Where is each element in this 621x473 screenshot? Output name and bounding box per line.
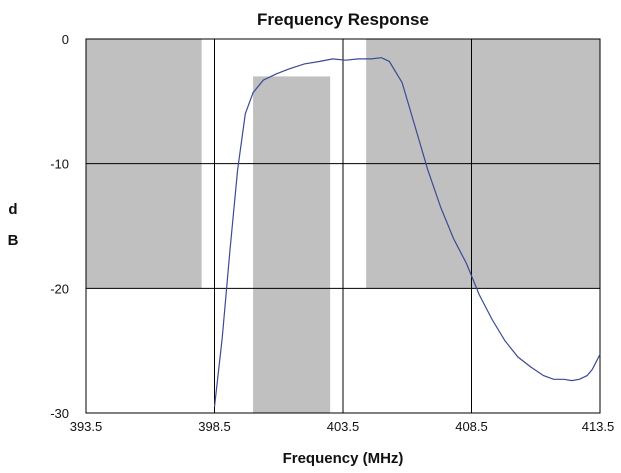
x-axis-title: Frequency (MHz) <box>283 450 404 467</box>
x-tick-label: 408.5 <box>455 419 488 434</box>
x-tick-labels: 393.5 398.5 403.5 408.5 413.5 <box>70 419 615 434</box>
y-tick-label: -10 <box>50 157 69 172</box>
plot-frame <box>85 38 601 414</box>
y-tick-label: -30 <box>50 406 69 421</box>
y-tick-labels: 0 -10 -20 -30 <box>50 32 69 421</box>
x-tick-label: 393.5 <box>70 419 103 434</box>
y-tick-label: -20 <box>50 281 69 296</box>
mask-region-2 <box>253 76 331 414</box>
y-axis-title-line-1: d <box>8 201 17 218</box>
series-line-frequency-response <box>213 57 601 407</box>
x-tick-label: 403.5 <box>327 419 360 434</box>
y-tick-label: 0 <box>62 32 69 47</box>
chart-title: Frequency Response <box>257 10 429 29</box>
x-tick-label: 413.5 <box>582 419 615 434</box>
y-axis-title-line-2: B <box>8 232 19 249</box>
x-tick-label: 398.5 <box>198 419 231 434</box>
